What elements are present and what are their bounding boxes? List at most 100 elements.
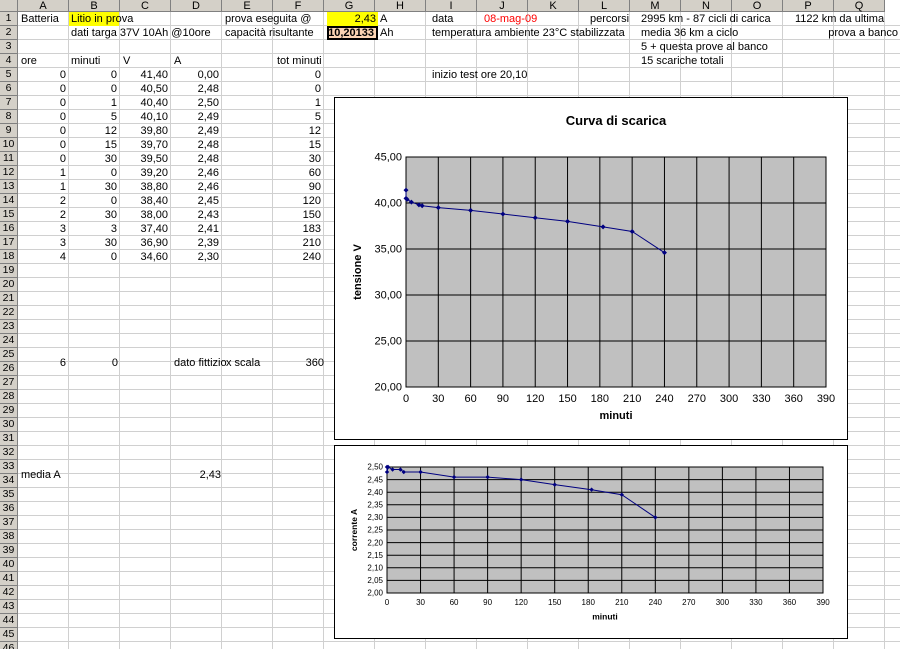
cell-e2[interactable]: capacità risultante: [225, 27, 314, 39]
cell-a1[interactable]: Batteria: [21, 13, 59, 25]
cell-a26[interactable]: 6: [59, 357, 66, 369]
table-cell[interactable]: 41,40: [140, 69, 168, 81]
table-cell[interactable]: 120: [302, 195, 321, 207]
row-header-31[interactable]: 31: [0, 432, 18, 446]
row-header-4[interactable]: 4: [0, 54, 18, 68]
table-cell[interactable]: 90: [308, 181, 321, 193]
table-cell[interactable]: 2,45: [197, 195, 219, 207]
row-header-18[interactable]: 18: [0, 250, 18, 264]
table-cell[interactable]: 2: [59, 209, 66, 221]
table-cell[interactable]: 15: [308, 139, 321, 151]
table-cell[interactable]: 0: [59, 69, 66, 81]
table-cell[interactable]: 2,48: [197, 153, 219, 165]
row-header-45[interactable]: 45: [0, 628, 18, 642]
table-cell[interactable]: 2,49: [197, 125, 219, 137]
column-header-j[interactable]: J: [477, 0, 528, 12]
column-header-g[interactable]: G: [324, 0, 375, 12]
row-header-26[interactable]: 26: [0, 362, 18, 376]
cell-m2[interactable]: media 36 km a ciclo: [641, 27, 739, 39]
cell-g2-selected[interactable]: [327, 26, 378, 40]
row-header-15[interactable]: 15: [0, 208, 18, 222]
table-cell[interactable]: 2,48: [197, 83, 219, 95]
table-cell[interactable]: 1: [314, 97, 321, 109]
column-header-l[interactable]: L: [579, 0, 630, 12]
row-header-29[interactable]: 29: [0, 404, 18, 418]
select-all-corner[interactable]: [0, 0, 18, 12]
table-cell[interactable]: 2,50: [197, 97, 219, 109]
table-cell[interactable]: 0: [110, 69, 117, 81]
table-cell[interactable]: 0: [59, 153, 66, 165]
table-cell[interactable]: 183: [302, 223, 321, 235]
table-cell[interactable]: 34,60: [140, 251, 168, 263]
cell-g1-highlight[interactable]: [327, 12, 378, 26]
table-cell[interactable]: 1: [110, 97, 117, 109]
cell-b2[interactable]: dati targa 37V 10Ah @10ore: [71, 27, 211, 39]
table-cell[interactable]: 38,80: [140, 181, 168, 193]
table-cell[interactable]: 0: [59, 83, 66, 95]
column-header-d[interactable]: D: [171, 0, 222, 12]
table-cell[interactable]: 0,00: [197, 69, 219, 81]
column-header-b[interactable]: B: [69, 0, 120, 12]
row-header-25[interactable]: 25: [0, 348, 18, 362]
table-cell[interactable]: 37,40: [140, 223, 168, 235]
column-header-e[interactable]: E: [222, 0, 273, 12]
row-header-19[interactable]: 19: [0, 264, 18, 278]
row-header-7[interactable]: 7: [0, 96, 18, 110]
cell-g1[interactable]: 2,43: [354, 13, 376, 25]
cell-g2[interactable]: 10,20133: [328, 27, 374, 39]
row-header-28[interactable]: 28: [0, 390, 18, 404]
row-header-6[interactable]: 6: [0, 82, 18, 96]
row-header-37[interactable]: 37: [0, 516, 18, 530]
table-cell[interactable]: 39,50: [140, 153, 168, 165]
header-minuti[interactable]: minuti: [71, 55, 101, 67]
row-header-42[interactable]: 42: [0, 586, 18, 600]
row-header-32[interactable]: 32: [0, 446, 18, 460]
row-header-12[interactable]: 12: [0, 166, 18, 180]
header-tot-minuti[interactable]: tot minuti: [277, 55, 322, 67]
table-cell[interactable]: 2,48: [197, 139, 219, 151]
cell-a34[interactable]: media A: [21, 469, 61, 481]
table-cell[interactable]: 0: [59, 97, 66, 109]
cell-h1[interactable]: A: [380, 13, 388, 25]
cell-j1-date[interactable]: 08-mag-09: [484, 13, 538, 25]
chart-corrente[interactable]: 2,50 2,45 2,40 2,35 2,30 2,25 2,20 2,15 2,10 2,05…: [334, 445, 848, 639]
table-cell[interactable]: 15: [104, 139, 117, 151]
table-cell[interactable]: 150: [302, 209, 321, 221]
table-cell[interactable]: 2,43: [197, 209, 219, 221]
table-cell[interactable]: 40,40: [140, 97, 168, 109]
row-header-43[interactable]: 43: [0, 600, 18, 614]
row-header-1[interactable]: 1: [0, 12, 18, 26]
row-header-8[interactable]: 8: [0, 110, 18, 124]
table-cell[interactable]: 36,90: [140, 237, 168, 249]
table-cell[interactable]: 1: [59, 167, 66, 179]
cell-d34[interactable]: 2,43: [199, 469, 221, 481]
cell-i5[interactable]: inizio test ore 20,10: [432, 69, 528, 81]
column-header-o[interactable]: O: [732, 0, 783, 12]
row-header-21[interactable]: 21: [0, 292, 18, 306]
table-cell[interactable]: 4: [59, 251, 66, 263]
table-cell[interactable]: 2,46: [197, 167, 219, 179]
table-cell[interactable]: 30: [104, 153, 117, 165]
table-cell[interactable]: 2,41: [197, 223, 219, 235]
header-v[interactable]: V: [123, 55, 131, 67]
table-cell[interactable]: 0: [314, 69, 321, 81]
table-cell[interactable]: 2: [59, 195, 66, 207]
row-header-14[interactable]: 14: [0, 194, 18, 208]
row-header-38[interactable]: 38: [0, 530, 18, 544]
table-cell[interactable]: 0: [110, 195, 117, 207]
cell-i1[interactable]: data: [432, 13, 454, 25]
table-cell[interactable]: 60: [308, 167, 321, 179]
row-header-11[interactable]: 11: [0, 152, 18, 166]
table-cell[interactable]: 39,20: [140, 167, 168, 179]
column-header-p[interactable]: P: [783, 0, 834, 12]
table-cell[interactable]: 0: [59, 125, 66, 137]
table-cell[interactable]: 0: [59, 111, 66, 123]
column-header-m[interactable]: M: [630, 0, 681, 12]
table-cell[interactable]: 0: [110, 251, 117, 263]
row-header-30[interactable]: 30: [0, 418, 18, 432]
row-header-9[interactable]: 9: [0, 124, 18, 138]
row-header-10[interactable]: 10: [0, 138, 18, 152]
cell-m1[interactable]: 2995 km - 87 cicli di carica: [641, 13, 771, 25]
table-cell[interactable]: 5: [110, 111, 117, 123]
